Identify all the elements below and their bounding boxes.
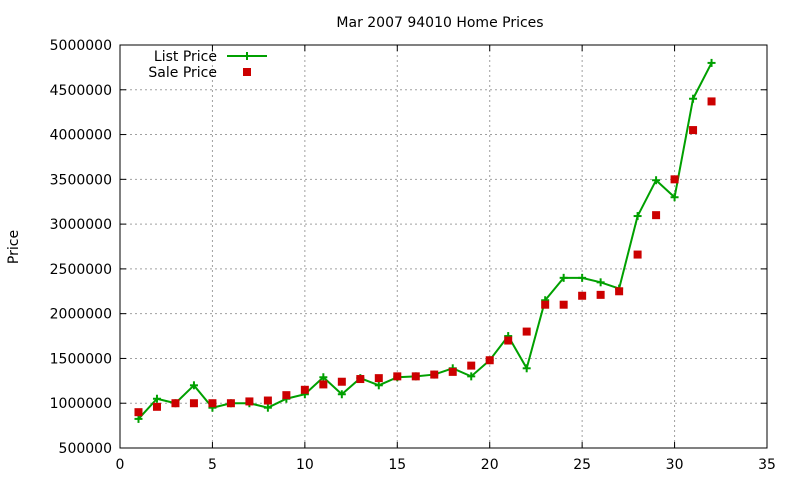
legend-label-list-price: List Price [154, 49, 217, 65]
sale-price-point [208, 399, 217, 408]
x-tick-label: 0 [116, 457, 125, 473]
x-tick-label: 15 [388, 457, 406, 473]
list-price-point [633, 212, 642, 221]
axis-ticks: 0 5 10 15 20 25 30 35 500000 1000000 1500000 200000… [50, 38, 776, 473]
sale-price-point [319, 380, 328, 389]
x-tick-label: 20 [481, 457, 499, 473]
x-tick-label: 5 [208, 457, 217, 473]
sale-price-point [393, 372, 402, 381]
sale-price-point [541, 300, 550, 309]
list-price-point [467, 372, 476, 381]
y-tick-label: 4000000 [50, 128, 112, 144]
sale-price-point [485, 356, 494, 365]
y-tick-label: 500000 [59, 441, 112, 457]
grid [120, 45, 767, 448]
sale-price-point [411, 372, 420, 381]
y-tick-label: 1500000 [50, 351, 112, 367]
sale-price-point [134, 408, 143, 417]
chart-title: Mar 2007 94010 Home Prices [336, 15, 543, 31]
sale-price-point [707, 97, 716, 106]
list-price-point [263, 403, 272, 412]
list-price-point [652, 176, 661, 185]
list-price-point [152, 394, 161, 403]
x-tick-label: 25 [573, 457, 591, 473]
sale-price-point [615, 287, 624, 296]
sale-price-point [633, 250, 642, 259]
list-price-point [522, 364, 531, 373]
y-axis-label: Price [6, 230, 22, 264]
sale-price-point [504, 336, 513, 345]
y-tick-label: 5000000 [50, 38, 112, 54]
sale-price-point [152, 402, 161, 411]
list-price-point [319, 373, 328, 382]
sale-price-point [596, 290, 605, 299]
x-tick-label: 35 [758, 457, 776, 473]
legend-marker-sale-price [243, 68, 251, 76]
y-tick-label: 2000000 [50, 307, 112, 323]
sale-price-point [522, 327, 531, 336]
y-tick-label: 1000000 [50, 396, 112, 412]
list-price-point [134, 414, 143, 423]
list-price-point [559, 273, 568, 282]
sale-price-point [263, 396, 272, 405]
sale-price-point [189, 399, 198, 408]
x-tick-label: 10 [296, 457, 314, 473]
sale-price-point [430, 370, 439, 379]
sale-price-point [337, 377, 346, 386]
y-tick-label: 2500000 [50, 262, 112, 278]
sale-price-point [300, 385, 309, 394]
list-price-line [137, 62, 713, 420]
list-price-point [707, 58, 716, 67]
sale-price-point [171, 399, 180, 408]
sale-price-point [226, 399, 235, 408]
x-tick-label: 30 [666, 457, 684, 473]
sale-price-point [245, 397, 254, 406]
sale-price-point [689, 126, 698, 135]
list-price-point [189, 381, 198, 390]
y-tick-label: 3500000 [50, 172, 112, 188]
plot-frame [119, 44, 768, 449]
list-price-point [670, 193, 679, 202]
sale-price-point [467, 361, 476, 370]
y-tick-label: 4500000 [50, 83, 112, 99]
list-price-point [578, 273, 587, 282]
legend-marker-list-price [243, 52, 251, 60]
legend-label-sale-price: Sale Price [148, 65, 217, 81]
list-price-point [689, 94, 698, 103]
sale-price-point [356, 375, 365, 384]
list-price-point [337, 390, 346, 399]
sale-price-point [652, 211, 661, 220]
sale-price-point [374, 374, 383, 383]
list-price-point [374, 381, 383, 390]
sale-price-point [578, 291, 587, 300]
sale-price-point [448, 367, 457, 376]
series-layer [134, 58, 716, 423]
sale-price-point [282, 391, 291, 400]
y-tick-label: 3000000 [50, 217, 112, 233]
list-price-point [596, 278, 605, 287]
sale-price-point [670, 175, 679, 184]
sale-price-point [559, 300, 568, 309]
